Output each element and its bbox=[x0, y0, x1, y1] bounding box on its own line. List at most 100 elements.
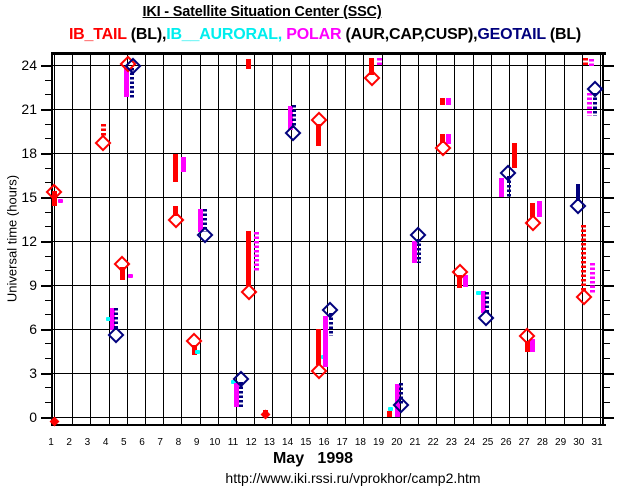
y-tick-right-18 bbox=[604, 153, 614, 155]
y-tick-left-13 bbox=[45, 226, 51, 228]
y-tick-left-1 bbox=[45, 402, 51, 404]
polar-mark bbox=[124, 68, 130, 98]
legend-item: GEOTAIL bbox=[477, 26, 546, 43]
y-tick-label-3: 3 bbox=[29, 364, 37, 381]
grid-line-day-6 bbox=[145, 53, 146, 424]
polar-mark bbox=[127, 274, 133, 279]
grid-line-day-18 bbox=[363, 53, 365, 424]
legend-item: IB_TAIL bbox=[68, 26, 127, 43]
y-tick-left-5 bbox=[45, 343, 51, 345]
ib_tail-mark bbox=[113, 255, 131, 273]
ib__auroral-mark bbox=[230, 380, 236, 385]
geotail-mark bbox=[569, 197, 587, 215]
y-tick-right-24 bbox=[604, 65, 614, 68]
y-tick-right-3 bbox=[604, 372, 614, 375]
legend-item: IB__AURORAL, bbox=[166, 26, 287, 43]
y-tick-left-21 bbox=[41, 109, 51, 112]
y-tick-left-19 bbox=[45, 138, 51, 140]
grid-line-day-2 bbox=[72, 53, 74, 424]
y-tick-right-4 bbox=[604, 358, 610, 360]
grid-line-hour-24 bbox=[53, 65, 602, 67]
x-tick-label-5: 5 bbox=[121, 437, 127, 448]
geotail-mark bbox=[203, 208, 208, 233]
y-tick-right-12 bbox=[604, 240, 614, 243]
y-tick-left-8 bbox=[45, 299, 51, 301]
polar-mark bbox=[481, 291, 487, 314]
ib_tail-mark bbox=[440, 98, 446, 105]
y-tick-label-21: 21 bbox=[21, 101, 37, 118]
grid-line-day-11 bbox=[236, 53, 237, 424]
ib_tail-mark bbox=[387, 410, 393, 417]
polar-mark bbox=[288, 106, 294, 130]
grid-line-day-31 bbox=[600, 53, 601, 424]
x-tick-label-25: 25 bbox=[482, 437, 494, 448]
polar-mark bbox=[57, 199, 63, 204]
polar-mark bbox=[587, 92, 593, 117]
ib_tail-mark bbox=[246, 230, 252, 287]
x-tick-label-10: 10 bbox=[209, 437, 221, 448]
x-tick-label-14: 14 bbox=[282, 437, 294, 448]
x-tick-label-11: 11 bbox=[227, 437, 239, 448]
y-tick-right-17 bbox=[604, 167, 610, 169]
y-tick-right-9 bbox=[604, 284, 614, 287]
geotail-mark bbox=[592, 92, 597, 117]
ib_tail-mark bbox=[457, 274, 463, 288]
ib_tail-mark bbox=[310, 111, 328, 129]
x-tick-label-1: 1 bbox=[48, 437, 54, 448]
y-tick-right-19 bbox=[604, 138, 610, 140]
y-tick-left-7 bbox=[45, 314, 51, 316]
y-tick-right-21 bbox=[604, 109, 614, 112]
polar-mark bbox=[411, 240, 417, 263]
x-axis-title: May 1998 bbox=[272, 450, 354, 467]
ib_tail-mark bbox=[316, 123, 322, 146]
grid-line-day-4 bbox=[108, 53, 110, 424]
y-tick-left-17 bbox=[45, 167, 51, 169]
geotail-mark bbox=[113, 308, 118, 331]
ib_tail-mark bbox=[246, 58, 252, 69]
y-tick-left-23 bbox=[45, 79, 51, 81]
grid-line-hour-15 bbox=[53, 196, 602, 198]
polar-mark bbox=[253, 232, 259, 272]
x-tick-label-9: 9 bbox=[193, 437, 200, 448]
ib__auroral-mark bbox=[195, 350, 201, 355]
x-tick-label-3: 3 bbox=[84, 437, 91, 448]
plot-frame-left bbox=[51, 52, 53, 426]
legend-item: POLAR bbox=[286, 26, 342, 43]
y-tick-right-11 bbox=[604, 255, 610, 257]
ib_tail-mark bbox=[581, 224, 587, 291]
x-tick-label-12: 12 bbox=[245, 437, 257, 448]
y-tick-label-0: 0 bbox=[29, 408, 37, 425]
x-tick-label-31: 31 bbox=[591, 437, 603, 448]
geotail-mark bbox=[328, 313, 333, 337]
y-tick-left-20 bbox=[45, 123, 51, 125]
grid-line-hour-21 bbox=[53, 109, 602, 111]
x-tick-label-24: 24 bbox=[464, 437, 476, 448]
y-tick-label-24: 24 bbox=[21, 57, 37, 74]
ib_tail-mark bbox=[524, 340, 530, 353]
geotail-mark bbox=[507, 176, 511, 197]
chart-title: IKI - Satellite Situation Center (SSC) bbox=[142, 4, 382, 20]
x-tick-label-28: 28 bbox=[536, 437, 548, 448]
geotail-mark bbox=[576, 183, 581, 202]
plot-frame-top bbox=[51, 52, 606, 55]
y-tick-left-12 bbox=[41, 240, 51, 243]
polar-mark bbox=[537, 201, 543, 218]
y-tick-left-9 bbox=[41, 284, 51, 287]
y-tick-right-5 bbox=[604, 343, 610, 345]
y-tick-right-23 bbox=[604, 79, 610, 81]
polar-mark bbox=[446, 133, 452, 145]
y-tick-right-22 bbox=[604, 94, 610, 96]
x-tick-label-6: 6 bbox=[139, 437, 145, 448]
geotail-mark bbox=[485, 292, 490, 314]
y-tick-label-9: 9 bbox=[29, 276, 37, 293]
x-tick-label-18: 18 bbox=[354, 437, 366, 448]
x-tick-label-7: 7 bbox=[157, 437, 163, 448]
ib_tail-mark bbox=[100, 123, 106, 137]
y-tick-label-12: 12 bbox=[21, 232, 37, 249]
plot-frame-bottom bbox=[51, 424, 606, 426]
geotail-mark bbox=[292, 104, 297, 129]
geotail-mark bbox=[398, 383, 403, 404]
polar-mark bbox=[530, 339, 536, 353]
ib_tail-mark bbox=[119, 267, 125, 281]
